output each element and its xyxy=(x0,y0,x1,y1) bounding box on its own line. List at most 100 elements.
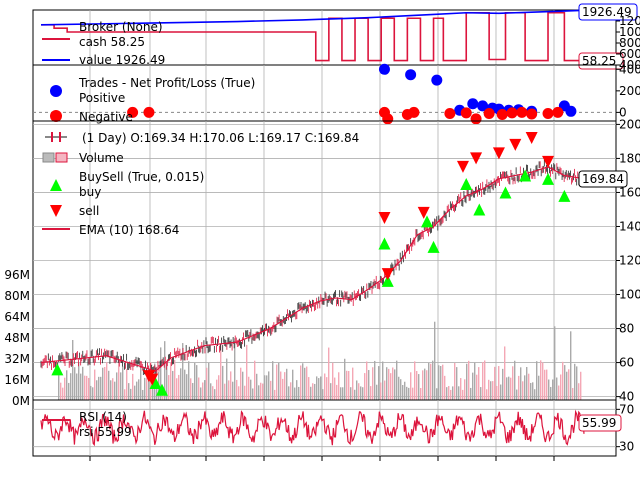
volume-bar xyxy=(212,386,214,400)
volume-bar xyxy=(368,370,370,400)
rsi-series-line xyxy=(40,409,585,447)
trade-point-negative xyxy=(483,107,495,119)
volume-bar xyxy=(574,363,576,400)
volume-bar xyxy=(116,372,118,400)
volume-bar xyxy=(62,387,64,400)
volume-bar xyxy=(526,366,528,400)
volume-bar xyxy=(360,386,362,400)
volume-bar xyxy=(408,387,410,400)
volume-bar xyxy=(108,370,110,400)
volume-bar xyxy=(450,389,452,400)
volume-bar xyxy=(440,366,442,400)
volume-bar xyxy=(534,389,536,400)
broker-cash-last-label: 58.25 xyxy=(582,54,616,68)
volume-bar xyxy=(254,360,256,400)
volume-bar xyxy=(570,331,572,400)
volume-bar xyxy=(184,369,186,400)
volume-bar xyxy=(168,375,170,400)
volume-bar xyxy=(568,369,570,400)
volume-bar xyxy=(278,362,280,400)
volume-bar xyxy=(60,382,62,400)
trade-point-negative xyxy=(143,106,155,118)
price-y-tick-label: 180 xyxy=(619,151,640,165)
price-y-tick-label: 200 xyxy=(619,117,640,131)
volume-bar xyxy=(74,367,76,400)
volume-bar xyxy=(178,374,180,400)
volume-bar xyxy=(292,369,294,400)
volume-tick-label: 0M xyxy=(12,394,30,408)
volume-bar xyxy=(418,374,420,400)
price-y-tick-label: 60 xyxy=(619,356,634,370)
broker-value-last-tag: 1926.49 xyxy=(578,3,638,21)
volume-bar xyxy=(164,341,166,400)
volume-bar xyxy=(194,362,196,400)
trade-point-positive xyxy=(431,74,443,86)
volume-bar xyxy=(580,371,582,400)
volume-bar xyxy=(148,376,150,400)
volume-bar xyxy=(102,367,104,400)
volume-bar xyxy=(244,385,246,400)
volume-bar xyxy=(146,377,148,400)
buy-marker xyxy=(473,203,486,216)
trade-point-negative xyxy=(444,107,456,119)
volume-bar xyxy=(482,362,484,400)
volume-bar xyxy=(316,376,318,400)
price-legend: (1 Day) O:169.34 H:170.06 L:169.17 C:169… xyxy=(42,131,359,237)
volume-bar xyxy=(76,373,78,400)
volume-bar xyxy=(138,379,140,400)
volume-bar xyxy=(484,360,486,400)
buy-marker xyxy=(558,189,571,202)
volume-bar xyxy=(300,365,302,400)
trade-point-negative xyxy=(460,107,472,119)
volume-bar xyxy=(520,367,522,400)
sell-marker xyxy=(509,138,522,151)
volume-bar xyxy=(310,386,312,400)
volume-bar xyxy=(380,382,382,400)
volume-bar xyxy=(550,386,552,400)
trade-point-positive xyxy=(378,63,390,75)
volume-bar xyxy=(204,380,206,400)
volume-bar xyxy=(386,367,388,400)
trade-point-negative xyxy=(516,106,528,118)
sell-marker xyxy=(417,206,430,219)
rsi-legend-title: RSI (14) xyxy=(79,410,127,424)
volume-bar xyxy=(188,361,190,400)
volume-bar xyxy=(444,375,446,400)
trades-legend: Trades - Net Profit/Loss (True) Positive… xyxy=(50,76,255,124)
price-y-tick-label: 120 xyxy=(619,254,640,268)
rsi-y-tick-label: 30 xyxy=(619,440,634,454)
sell-legend-marker xyxy=(50,205,62,217)
buy-marker xyxy=(378,237,391,250)
volume-bar xyxy=(182,343,184,400)
volume-bar xyxy=(536,361,538,400)
volume-bar xyxy=(106,362,108,400)
volume-bar xyxy=(376,384,378,400)
cash-legend-label: cash 58.25 xyxy=(79,35,145,49)
volume-bar xyxy=(474,362,476,400)
volume-bar xyxy=(228,380,230,400)
volume-bar xyxy=(420,388,422,400)
volume-bar xyxy=(240,367,242,400)
volume-bar xyxy=(196,365,198,400)
buy-marker xyxy=(156,383,169,396)
volume-bar xyxy=(174,359,176,400)
trades-y-tick-label: 200 xyxy=(619,84,640,98)
volume-bar xyxy=(270,380,272,400)
buy-marker xyxy=(519,169,532,182)
trade-point-positive xyxy=(565,105,577,117)
volume-bar xyxy=(142,389,144,400)
volume-bar xyxy=(252,388,254,400)
volume-bar xyxy=(224,383,226,400)
volume-bar xyxy=(498,366,500,400)
volume-bar xyxy=(488,379,490,400)
rsi-last-label: 55.99 xyxy=(582,416,616,430)
volume-bar xyxy=(100,376,102,400)
volume-bar xyxy=(134,385,136,400)
volume-bar xyxy=(132,373,134,400)
volume-bar xyxy=(248,376,250,400)
volume-bar xyxy=(322,389,324,400)
volume-bar xyxy=(530,382,532,400)
volume-bar xyxy=(384,380,386,400)
positive-legend-marker xyxy=(50,85,62,97)
